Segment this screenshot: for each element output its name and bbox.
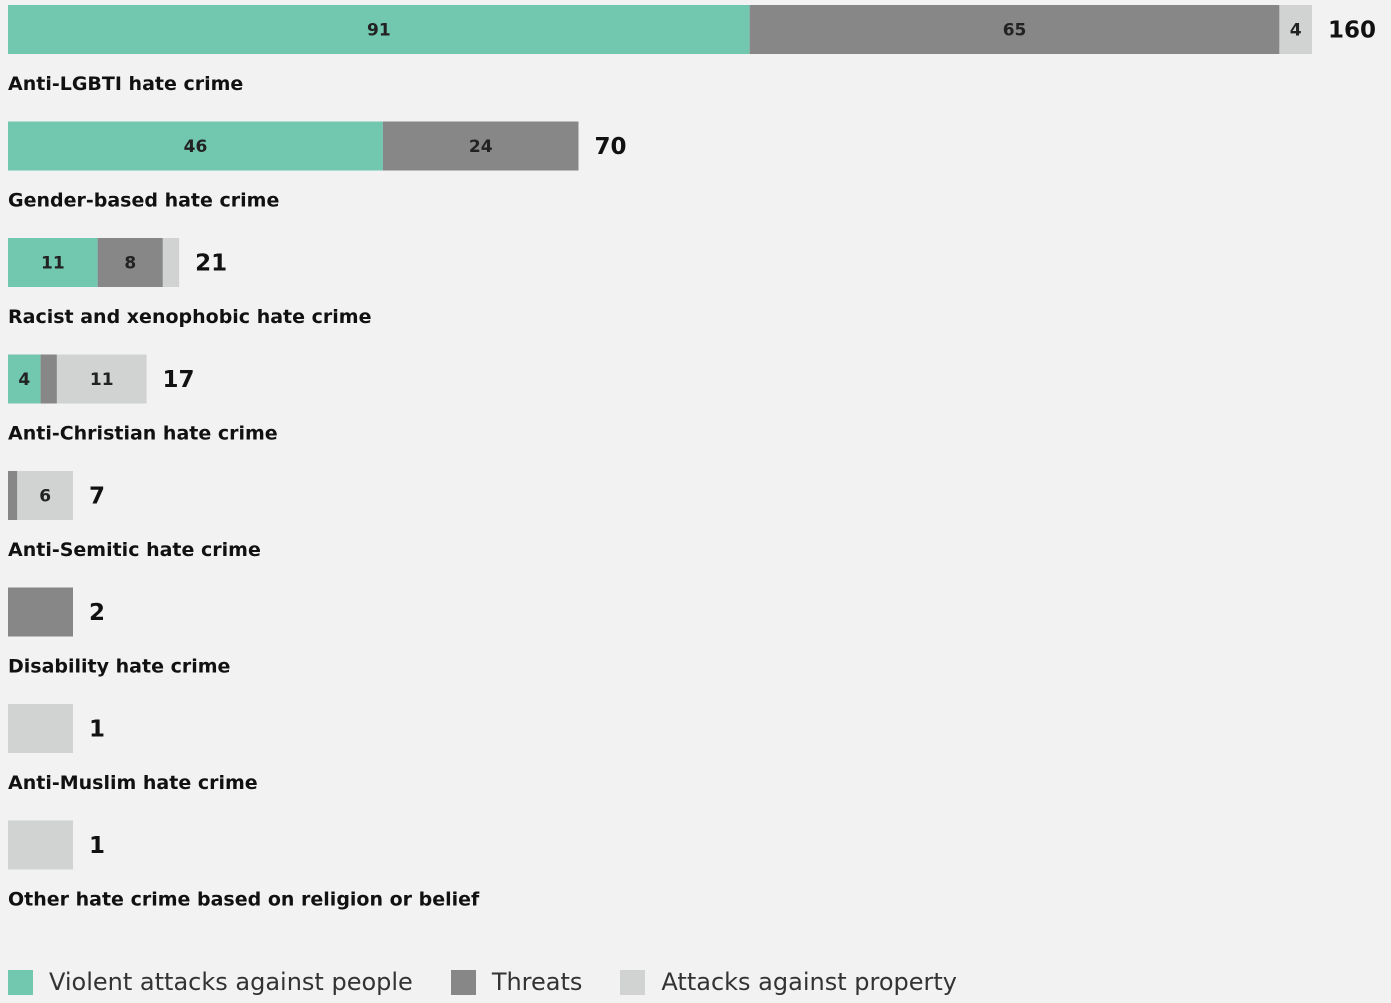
bar-segment-racist-and-xenophobic-hate-crime-threats xyxy=(97,238,163,287)
category-label: Anti-Semitic hate crime xyxy=(8,539,261,561)
category-label: Racist and xenophobic hate crime xyxy=(8,306,371,328)
bar-segment-anti-lgbti-hate-crime-attacks-against-property xyxy=(1279,5,1312,54)
legend-label-threats: Threats xyxy=(491,968,583,996)
segment-value-label: 4 xyxy=(18,370,30,390)
total-value-label: 1 xyxy=(89,717,105,743)
total-value-label: 160 xyxy=(1328,18,1376,44)
bar-segment-anti-lgbti-hate-crime-violent-attacks-against-people xyxy=(8,5,750,54)
bar-segment-anti-semitic-hate-crime-attacks-against-property xyxy=(17,471,74,520)
bar-segment-gender-based-hate-crime-violent-attacks-against-people xyxy=(8,121,383,171)
category-label: Other hate crime based on religion or be… xyxy=(8,889,480,911)
segment-value-label: 11 xyxy=(41,254,65,274)
total-value-label: 17 xyxy=(163,367,195,393)
bar-segment-anti-semitic-hate-crime-threats xyxy=(8,471,18,520)
segment-value-label: 65 xyxy=(1003,21,1027,41)
category-label: Gender-based hate crime xyxy=(8,190,279,212)
category-label: Anti-LGBTI hate crime xyxy=(8,73,243,95)
total-value-label: 70 xyxy=(595,134,627,160)
total-value-label: 1 xyxy=(89,833,105,859)
category-label: Disability hate crime xyxy=(8,656,230,678)
legend-item-attacks-property: Attacks against property xyxy=(620,968,957,996)
total-value-label: 2 xyxy=(89,600,105,626)
legend-label-attacks-property: Attacks against property xyxy=(661,968,957,996)
bar-segment-anti-christian-hate-crime-threats xyxy=(40,354,57,404)
bar-segment-racist-and-xenophobic-hate-crime-attacks-against-property xyxy=(162,238,180,287)
segment-value-label: 4 xyxy=(1290,21,1302,41)
legend-swatch-violent-attacks xyxy=(8,969,33,995)
legend-swatch-attacks-property xyxy=(620,969,646,995)
segment-value-label: 11 xyxy=(90,370,114,390)
bar-segment-anti-lgbti-hate-crime-threats xyxy=(749,5,1280,54)
legend-item-violent-attacks: Violent attacks against people xyxy=(8,968,413,996)
chart-legend: Violent attacks against people Threats A… xyxy=(8,964,995,1000)
bar-segment-disability-hate-crime-threats xyxy=(8,587,73,637)
segment-value-label: 24 xyxy=(469,137,493,157)
segment-value-label: 6 xyxy=(39,487,51,507)
total-value-label: 7 xyxy=(89,484,105,510)
segment-value-label: 91 xyxy=(367,21,391,41)
bar-segment-other-hate-crime-based-on-religion-or-belief-attacks-against-property xyxy=(8,820,73,870)
legend-item-threats: Threats xyxy=(450,968,583,996)
segment-value-label: 8 xyxy=(124,254,136,274)
legend-swatch-threats xyxy=(450,969,476,995)
category-label: Anti-Muslim hate crime xyxy=(8,772,258,794)
total-value-label: 21 xyxy=(195,251,227,277)
segment-value-label: 46 xyxy=(184,137,208,157)
bar-segment-anti-christian-hate-crime-attacks-against-property xyxy=(56,354,147,404)
bar-segment-anti-muslim-hate-crime-attacks-against-property xyxy=(8,704,73,753)
bar-segment-gender-based-hate-crime-threats xyxy=(382,121,579,171)
category-label: Anti-Christian hate crime xyxy=(8,423,278,445)
bar-segment-racist-and-xenophobic-hate-crime-violent-attacks-against-people xyxy=(8,238,98,287)
bar-segment-anti-christian-hate-crime-violent-attacks-against-people xyxy=(8,354,41,404)
legend-label-violent-attacks: Violent attacks against people xyxy=(49,968,413,996)
